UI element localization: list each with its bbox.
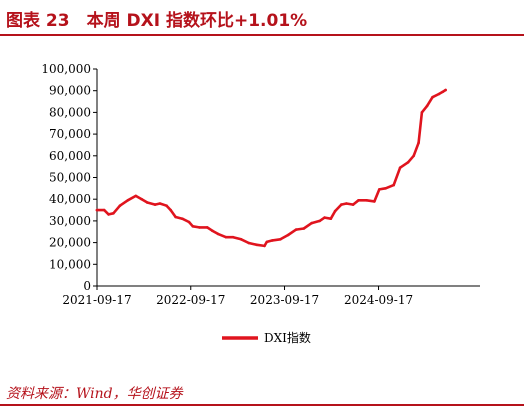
series-layer [95, 88, 447, 248]
data-point [158, 202, 162, 205]
data-point [329, 217, 333, 220]
data-point [345, 202, 348, 205]
data-point [302, 227, 306, 230]
legend-label: DXI指数 [264, 330, 311, 345]
data-point [181, 217, 184, 220]
data-point [310, 221, 314, 225]
data-point [351, 203, 355, 206]
y-tick-label: 40,000 [49, 192, 91, 206]
data-point [211, 229, 214, 232]
data-point [271, 239, 274, 242]
data-point [102, 208, 106, 212]
data-point [333, 209, 337, 213]
data-point [279, 238, 282, 241]
data-point [187, 220, 191, 224]
data-point [126, 199, 130, 202]
y-axis: 0 10,000 20,000 30,000 40,000 50,000 60,000 70,… [41, 62, 98, 293]
y-tick-label: 70,000 [49, 127, 91, 141]
data-point [255, 243, 259, 247]
data-point [107, 213, 110, 216]
y-tick-label: 20,000 [49, 236, 91, 250]
data-point [146, 201, 149, 204]
data-point [112, 212, 115, 215]
data-point [323, 216, 326, 219]
bottom-rule [0, 404, 524, 406]
data-point [425, 104, 429, 108]
data-point [140, 197, 143, 201]
data-point [441, 90, 445, 94]
data-point [286, 233, 290, 237]
data-point [384, 187, 388, 190]
data-point [205, 226, 209, 229]
data-point [169, 208, 172, 212]
data-point [118, 204, 122, 207]
data-point [392, 183, 396, 187]
x-tick-label: 2022-09-17 [156, 293, 225, 307]
data-point [239, 238, 243, 241]
data-point [398, 166, 402, 169]
source-note: 资料来源：Wind，华创证券 [6, 386, 183, 402]
x-tick-label: 2024-09-17 [344, 293, 413, 307]
y-tick-label: 0 [83, 279, 91, 293]
data-point [318, 219, 322, 223]
x-tick-label: 2023-09-17 [250, 293, 319, 307]
data-point [406, 161, 410, 164]
data-point [417, 141, 420, 145]
y-tick-label: 100,000 [41, 62, 91, 76]
top-rule [0, 34, 524, 36]
y-tick-label: 50,000 [49, 171, 91, 185]
line-chart: 0 10,000 20,000 30,000 40,000 50,000 60,000 70,… [41, 62, 480, 345]
x-axis: 2021-09-17 2022-09-17 2023-09-17 2024-09-17 [62, 285, 480, 307]
data-point [95, 208, 99, 212]
data-point [365, 199, 368, 202]
figure-header: 图表 23 本周 DXI 指数环比+1.01% [0, 0, 524, 38]
data-point [231, 235, 235, 239]
figure-title: 图表 23 本周 DXI 指数环比+1.01% [6, 11, 308, 31]
data-point [373, 200, 376, 203]
data-point [153, 203, 157, 206]
data-point [294, 228, 298, 231]
x-tick-label: 2021-09-17 [62, 293, 131, 307]
y-tick-label: 10,000 [49, 257, 91, 271]
data-point [224, 235, 228, 239]
data-point [265, 240, 269, 244]
data-point [191, 225, 195, 228]
series-line [95, 88, 447, 248]
data-point [263, 244, 266, 248]
chart-area: 0 10,000 20,000 30,000 40,000 50,000 60,000 70,… [0, 38, 524, 368]
y-tick-label: 60,000 [49, 149, 91, 163]
y-tick-label: 80,000 [49, 105, 91, 119]
data-point [412, 154, 416, 158]
data-point [431, 95, 434, 99]
y-tick-label: 30,000 [49, 214, 91, 228]
data-point [340, 203, 343, 206]
data-point [216, 232, 220, 236]
data-point [437, 92, 441, 96]
y-tick-label: 90,000 [49, 84, 91, 98]
data-point [165, 204, 168, 207]
data-point [134, 194, 138, 198]
data-point [378, 188, 381, 191]
data-point [197, 226, 201, 229]
data-point [247, 241, 251, 245]
legend: DXI指数 [222, 330, 311, 345]
data-point [420, 111, 424, 114]
data-point [444, 88, 447, 92]
data-point [357, 199, 360, 202]
data-point [174, 215, 177, 219]
